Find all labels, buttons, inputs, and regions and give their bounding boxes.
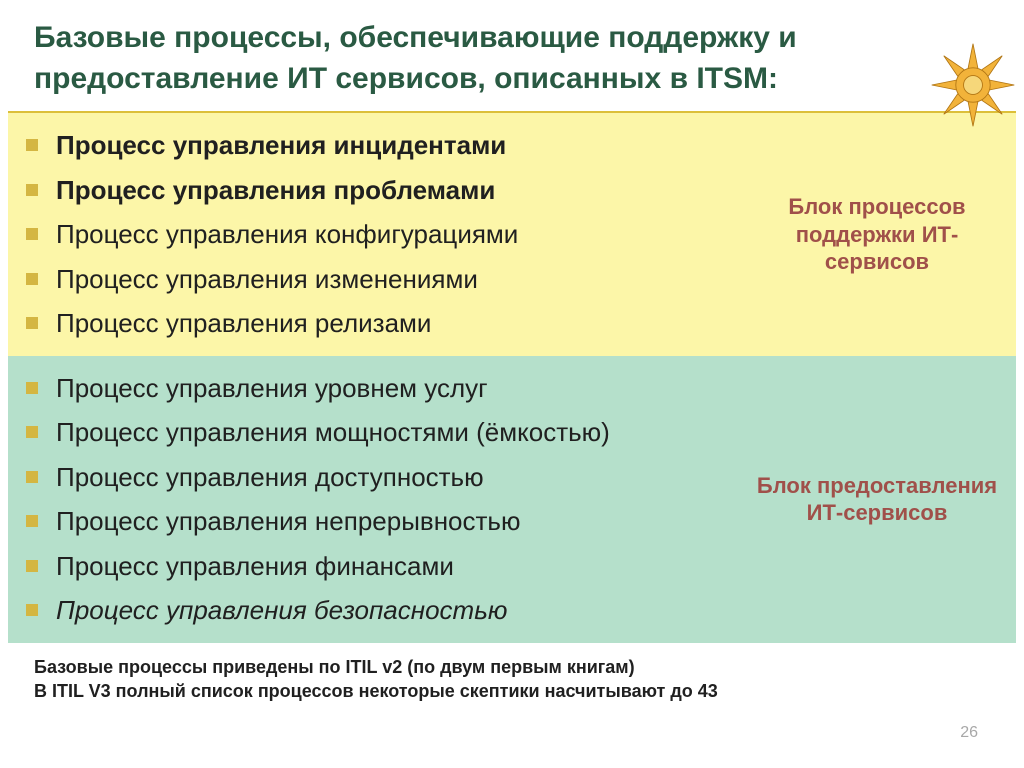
list-item: Процесс управления мощностями (ёмкостью): [26, 410, 756, 455]
bullet-icon: [26, 228, 38, 240]
item-text: Процесс управления инцидентами: [56, 129, 506, 162]
bullet-icon: [26, 471, 38, 483]
list-item: Процесс управления инцидентами: [26, 123, 756, 168]
block-label-text: Блок процессов поддержки ИТ-сервисов: [756, 193, 998, 276]
item-text: Процесс управления уровнем услуг: [56, 372, 488, 405]
item-text: Процесс управления непрерывностью: [56, 505, 520, 538]
bullet-icon: [26, 604, 38, 616]
list-item: Процесс управления финансами: [26, 544, 756, 589]
sun-icon: [930, 42, 1016, 128]
bullet-icon: [26, 184, 38, 196]
footnote-line-1: Базовые процессы приведены по ITIL v2 (п…: [34, 655, 1016, 679]
list-item: Процесс управления безопасностью: [26, 588, 756, 633]
item-text: Процесс управления мощностями (ёмкостью): [56, 416, 610, 449]
item-text: Процесс управления проблемами: [56, 174, 495, 207]
delivery-block: Процесс управления уровнем услуг Процесс…: [8, 356, 1016, 643]
bullet-icon: [26, 317, 38, 329]
bullet-icon: [26, 515, 38, 527]
item-text: Процесс управления релизами: [56, 307, 431, 340]
footnote: Базовые процессы приведены по ITIL v2 (п…: [8, 643, 1016, 704]
item-text: Процесс управления конфигурациями: [56, 218, 518, 251]
footnote-line-2: В ITIL V3 полный список процессов некото…: [34, 679, 1016, 703]
list-item: Процесс управления изменениями: [26, 257, 756, 302]
support-label: Блок процессов поддержки ИТ-сервисов: [756, 113, 1016, 356]
delivery-list: Процесс управления уровнем услуг Процесс…: [8, 356, 756, 643]
list-item: Процесс управления непрерывностью: [26, 499, 756, 544]
list-item: Процесс управления конфигурациями: [26, 212, 756, 257]
support-list: Процесс управления инцидентами Процесс у…: [8, 113, 756, 356]
bullet-icon: [26, 426, 38, 438]
item-text: Процесс управления доступностью: [56, 461, 484, 494]
support-block: Процесс управления инцидентами Процесс у…: [8, 113, 1016, 356]
bullet-icon: [26, 560, 38, 572]
bullet-icon: [26, 273, 38, 285]
title-line-2: предоставление ИТ сервисов, описанных в …: [34, 59, 990, 100]
list-item: Процесс управления релизами: [26, 301, 756, 346]
bullet-icon: [26, 382, 38, 394]
page-number: 26: [960, 724, 978, 742]
list-item: Процесс управления проблемами: [26, 168, 756, 213]
list-item: Процесс управления доступностью: [26, 455, 756, 500]
list-item: Процесс управления уровнем услуг: [26, 366, 756, 411]
item-text: Процесс управления изменениями: [56, 263, 478, 296]
delivery-label: Блок предоставления ИТ-сервисов: [756, 356, 1016, 643]
item-text: Процесс управления безопасностью: [56, 594, 507, 627]
block-label-text: Блок предоставления ИТ-сервисов: [756, 472, 998, 527]
title-line-1: Базовые процессы, обеспечивающие поддерж…: [34, 18, 990, 59]
slide-title: Базовые процессы, обеспечивающие поддерж…: [8, 18, 1016, 113]
item-text: Процесс управления финансами: [56, 550, 454, 583]
bullet-icon: [26, 139, 38, 151]
